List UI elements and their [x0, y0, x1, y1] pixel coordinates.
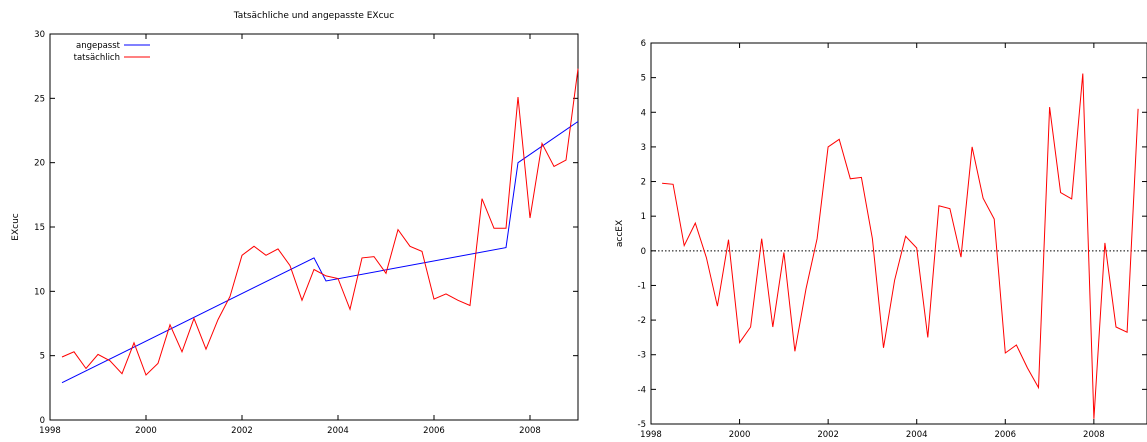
y-tick-label: 5 — [40, 352, 45, 362]
y-tick-label: 0 — [40, 416, 45, 426]
y-tick-label: 6 — [641, 39, 646, 49]
x-tick-label: 2008 — [519, 426, 541, 436]
x-tick-label: 2004 — [327, 426, 349, 436]
y-tick-label: 4 — [641, 108, 646, 118]
y-tick-label: 25 — [34, 94, 45, 104]
x-tick-label: 2002 — [231, 426, 253, 436]
x-tick-label: 2008 — [1083, 430, 1105, 440]
x-tick-label: 2000 — [729, 430, 751, 440]
x-tick-label: 2006 — [994, 430, 1016, 440]
x-tick-label: 2004 — [906, 430, 928, 440]
series-line-angepasst — [61, 121, 579, 384]
x-tick-label: 2002 — [817, 430, 839, 440]
legend-label: tatsächlich — [74, 53, 120, 63]
y-axis-label: EXcuc — [11, 213, 21, 241]
y-tick-label: -3 — [638, 351, 646, 361]
y-tick-label: 15 — [34, 223, 45, 233]
x-tick-label: 1998 — [640, 430, 662, 440]
y-tick-label: 0 — [641, 247, 646, 257]
y-axis-label: accEX — [615, 220, 625, 247]
y-tick-label: 3 — [641, 143, 646, 153]
chart-title: Tatsächliche und angepasste EXcuc — [233, 11, 394, 21]
plot-frame — [650, 42, 1147, 425]
chart-excuc-fitted-vs-actual: Tatsächliche und angepasste EXcuc 0 5 10 15 2… — [11, 11, 579, 436]
chart-accex-residuals: -5 -4 -3 -2 -1 0 1 2 3 4 5 6 1998 2000 2002 2004 2006 200… — [615, 39, 1147, 440]
y-tick-label: -5 — [638, 420, 646, 430]
y-tick-label: 30 — [34, 30, 45, 40]
y-tick-label: -1 — [638, 281, 646, 291]
x-tick-label: 1998 — [39, 426, 61, 436]
plot-frame — [49, 33, 579, 421]
y-tick-label: 10 — [34, 287, 45, 297]
series-line-0 — [662, 73, 1139, 419]
series-line-tatschlich — [61, 68, 579, 376]
legend-label: angepasst — [76, 41, 121, 51]
y-tick-label: 5 — [641, 74, 646, 84]
y-tick-label: -2 — [638, 316, 646, 326]
y-tick-label: 20 — [34, 159, 45, 169]
y-tick-label: 2 — [641, 178, 646, 188]
x-tick-label: 2006 — [423, 426, 445, 436]
x-tick-label: 2000 — [135, 426, 157, 436]
y-tick-label: -4 — [638, 385, 646, 395]
y-tick-label: 1 — [641, 212, 646, 222]
